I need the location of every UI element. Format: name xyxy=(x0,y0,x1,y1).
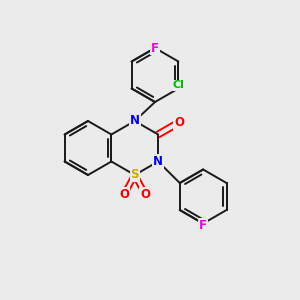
Text: O: O xyxy=(119,188,129,201)
Text: N: N xyxy=(130,115,140,128)
Text: Cl: Cl xyxy=(172,80,184,91)
Text: F: F xyxy=(199,219,207,232)
Text: O: O xyxy=(140,188,150,201)
Text: O: O xyxy=(174,116,184,129)
Text: S: S xyxy=(130,169,139,182)
Text: N: N xyxy=(153,155,163,168)
Text: F: F xyxy=(151,41,159,55)
